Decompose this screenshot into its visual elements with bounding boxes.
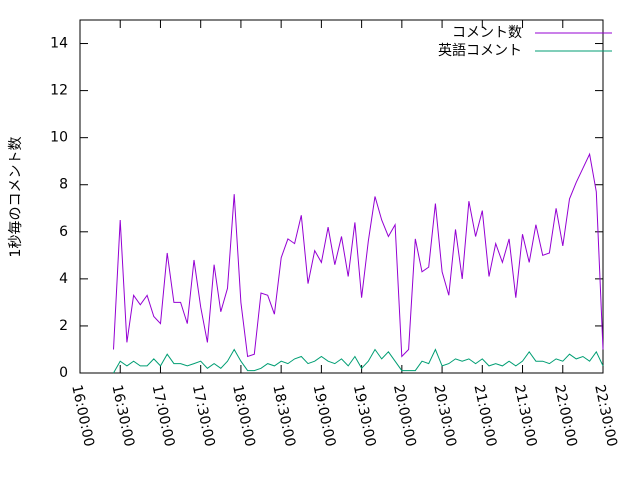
x-tick-label: 17:30:00 <box>189 383 218 448</box>
series-line <box>113 348 604 374</box>
x-tick-label: 18:30:00 <box>269 383 298 448</box>
y-tick-label: 4 <box>59 271 68 287</box>
y-tick-label: 6 <box>59 224 68 240</box>
x-tick-label: 16:30:00 <box>108 383 137 448</box>
x-tick-label: 16:00:00 <box>68 383 97 448</box>
x-tick-label: 21:00:00 <box>470 383 499 448</box>
legend-label: コメント数 <box>452 25 522 41</box>
x-tick-label: 21:30:00 <box>511 383 540 448</box>
legend-label: 英語コメント <box>438 42 522 59</box>
y-tick-label: 2 <box>59 318 68 334</box>
y-tick-label: 0 <box>59 365 68 381</box>
x-tick-label: 22:00:00 <box>551 383 580 448</box>
x-tick-label: 17:00:00 <box>149 383 178 448</box>
x-tick-label: 22:30:00 <box>591 383 620 448</box>
y-tick-label: 10 <box>50 130 68 146</box>
y-tick-label: 14 <box>50 36 68 52</box>
x-tick-label: 19:30:00 <box>350 383 379 448</box>
y-axis-label: 1秒毎のコメント数 <box>8 137 24 258</box>
x-tick-label: 20:00:00 <box>390 383 419 448</box>
x-tick-label: 19:00:00 <box>310 383 339 448</box>
plot-frame <box>79 19 604 374</box>
x-tick-label: 20:30:00 <box>430 383 459 448</box>
series-line <box>113 152 604 358</box>
y-tick-label: 8 <box>59 177 68 193</box>
x-tick-label: 18:00:00 <box>229 383 258 448</box>
y-tick-label: 12 <box>50 83 68 99</box>
